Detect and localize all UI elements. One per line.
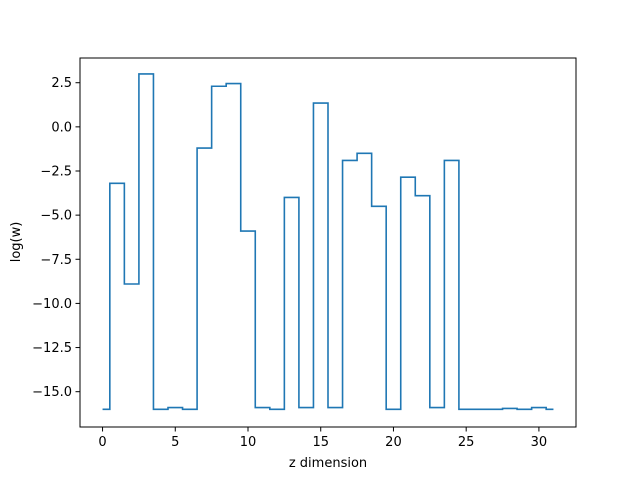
y-tick-label: −2.5 [40,164,72,179]
y-axis: −15.0 −12.5 −10.0 −7.5 −5.0 −2.5 0.0 2.5 [32,76,80,400]
x-axis: 0 5 10 15 20 25 30 [98,427,547,450]
y-tick-label: 2.5 [51,76,72,91]
x-tick-label: 10 [240,435,257,450]
y-tick-label: −12.5 [32,341,72,356]
x-tick-label: 5 [171,435,179,450]
y-tick-label: 0.0 [51,120,72,135]
y-tick-label: −5.0 [40,209,72,224]
y-tick-label: −7.5 [40,253,72,268]
x-tick-label: 25 [458,435,475,450]
x-tick-label: 0 [98,435,106,450]
series-layer [102,73,554,411]
y-axis-label: log(w) [9,222,24,263]
y-tick-label: −10.0 [32,297,72,312]
x-tick-label: 15 [312,435,329,450]
plot-frame [79,57,577,428]
x-axis-label: z dimension [289,456,367,471]
series-line-0 [102,73,554,411]
x-tick-label: 30 [531,435,548,450]
y-tick-label: −15.0 [32,385,72,400]
x-tick-label: 20 [385,435,402,450]
